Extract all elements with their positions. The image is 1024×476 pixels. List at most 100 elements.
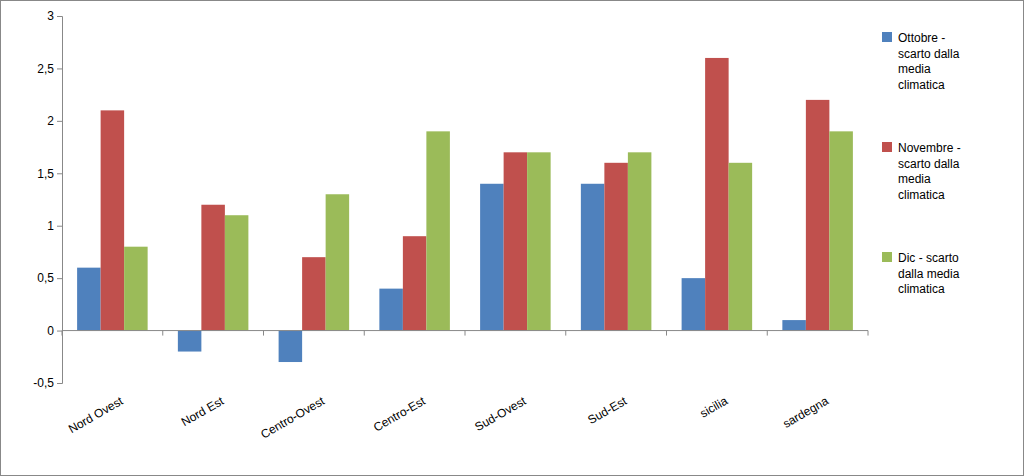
y-tick: 2 [47, 114, 62, 128]
legend-label: Ottobre - scarto dallamedia climatica [898, 31, 960, 92]
y-tick-label: 2,5 [37, 62, 54, 76]
y-tick: 1,5 [37, 167, 62, 181]
bar [178, 331, 202, 352]
legend-label: Dic - scarto dalla mediaclimatica [898, 251, 960, 296]
bar [124, 247, 148, 331]
bar [426, 131, 450, 330]
x-tick-label: sardegna [780, 394, 831, 431]
y-tick-label: 1,5 [37, 167, 54, 181]
x-axis-line [62, 331, 868, 336]
x-tick-label: Sud-Est [585, 393, 630, 427]
y-axis-line [57, 17, 63, 384]
x-tick: Sud-Ovest [472, 393, 529, 434]
bar [682, 278, 706, 330]
legend-label: Novembre - scarto dallamedia climatica [898, 141, 961, 202]
y-tick-mark [57, 278, 62, 279]
legend-label-line: dalla media [898, 267, 960, 281]
chart-border [1, 1, 1024, 476]
bar [604, 163, 628, 331]
x-separator [767, 331, 768, 336]
y-tick: 1 [47, 219, 62, 233]
y-tick-mark [57, 173, 62, 174]
legend-item: Dic - scarto dalla mediaclimatica [882, 251, 960, 296]
legend-label-line: climatica [898, 188, 945, 202]
legend-label-line: Ottobre - [898, 31, 945, 45]
bar [480, 184, 504, 331]
x-separator [263, 331, 264, 336]
y-tick-mark [57, 331, 62, 332]
y-tick: 0,5 [37, 271, 62, 285]
legend-label-line: scarto dalla [898, 157, 960, 171]
bar [782, 320, 806, 330]
y-tick: 3 [47, 9, 62, 23]
legend-label-line: media [898, 172, 931, 186]
bar [705, 58, 729, 331]
bar [729, 163, 753, 331]
x-separator [666, 331, 667, 336]
bar [279, 331, 303, 362]
x-tick: sardegna [780, 394, 831, 431]
x-separator [565, 331, 566, 336]
plot: -0,5 0 0,5 1 1,5 2 2,5 3 Nord Ovest Nord Est Centr… [33, 9, 868, 441]
y-tick-label: 1 [47, 219, 54, 233]
chart: -0,5 0 0,5 1 1,5 2 2,5 3 Nord Ovest Nord Est Centr… [0, 0, 1024, 476]
bar [806, 100, 830, 331]
bar [101, 110, 125, 330]
series [101, 58, 830, 331]
bar [225, 215, 249, 330]
bar [628, 152, 652, 330]
legend-swatch [882, 252, 892, 262]
y-tick: -0,5 [33, 376, 62, 390]
y-tick-mark [57, 68, 62, 69]
y-tick-label: 3 [47, 9, 54, 23]
bar [527, 152, 551, 330]
x-separator [162, 331, 163, 336]
x-tick-label: Sud-Ovest [472, 393, 529, 434]
x-separator [465, 331, 466, 336]
y-tick-mark [57, 226, 62, 227]
y-tick: 0 [47, 324, 62, 338]
x-tick-label: Centro-Est [371, 393, 428, 434]
bar [829, 131, 853, 330]
x-axis: Nord Ovest Nord Est Centro-Ovest Centro-Est… [66, 393, 831, 441]
x-tick-label: Nord Est [179, 393, 227, 429]
x-separator [364, 331, 365, 336]
legend-label-line: media [898, 62, 931, 76]
y-tick-mark [57, 121, 62, 122]
y-axis: -0,5 0 0,5 1 1,5 2 2,5 3 [33, 9, 62, 390]
bar [403, 236, 427, 330]
bar [504, 152, 528, 330]
x-tick: Centro-Ovest [258, 393, 327, 441]
y-tick-mark [57, 16, 62, 17]
x-tick: Centro-Est [371, 393, 428, 434]
legend-item: Ottobre - scarto dallamedia climatica [882, 31, 960, 92]
legend-label-line: climatica [898, 282, 945, 296]
series [124, 131, 853, 330]
y-tick: 2,5 [37, 62, 62, 76]
y-tick-label: 0,5 [37, 271, 54, 285]
legend-swatch [882, 32, 892, 42]
legend-label-line: scarto dalla [898, 47, 960, 61]
bar [581, 184, 605, 331]
legend-label-line: climatica [898, 78, 945, 92]
legend: Ottobre -scarto dallamediaclimaticaNovem… [882, 31, 961, 296]
y-tick-label: 2 [47, 114, 54, 128]
y-tick-mark [57, 383, 62, 384]
x-tick: Nord Est [179, 393, 227, 429]
bars [77, 58, 853, 362]
legend-label-line: Novembre - [898, 141, 961, 155]
y-tick-label: -0,5 [33, 376, 54, 390]
x-tick-label: sicilia [698, 394, 731, 421]
x-tick-label: Centro-Ovest [258, 393, 327, 441]
x-separator [62, 331, 63, 336]
x-separator [868, 331, 869, 336]
bar [77, 268, 101, 331]
bar [201, 205, 225, 331]
x-tick: Nord Ovest [66, 393, 126, 436]
bar [302, 257, 326, 330]
legend-swatch [882, 142, 892, 152]
legend-label-line: Dic - scarto [898, 251, 959, 265]
legend-item: Novembre - scarto dallamedia climatica [882, 141, 961, 202]
bar [379, 289, 403, 331]
x-tick-label: Nord Ovest [66, 393, 126, 436]
